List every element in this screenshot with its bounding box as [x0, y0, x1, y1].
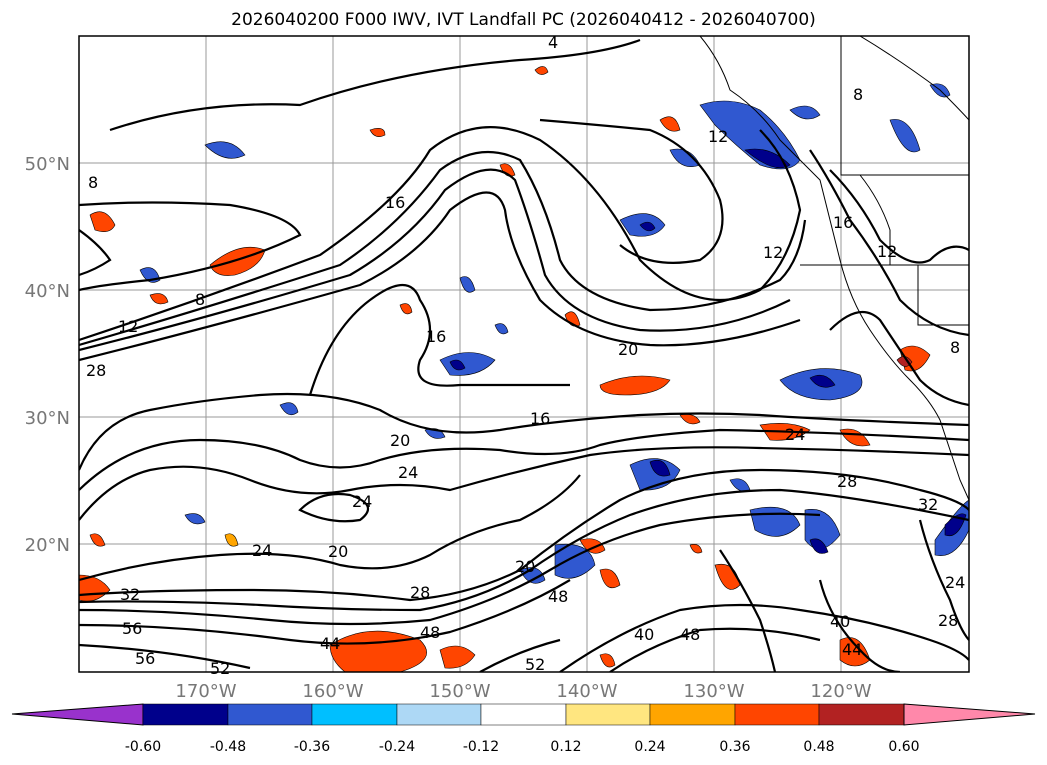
contour-label: 28 [86, 361, 106, 380]
contour-label: 40 [634, 625, 654, 644]
lon-label-120: 120°W [810, 681, 871, 702]
pc-negative-shading [139, 83, 969, 584]
contour-label: 56 [122, 619, 142, 638]
contour-label: 52 [210, 659, 230, 678]
contour-label: 12 [708, 127, 728, 146]
contour-label: 52 [525, 655, 545, 674]
contour-label: 8 [853, 85, 863, 104]
colorbar-segment [565, 703, 651, 726]
colorbar-tick: -0.36 [294, 739, 330, 755]
map-title: 2026040200 F000 IWV, IVT Landfall PC (20… [231, 10, 816, 30]
contour-label: 32 [918, 495, 938, 514]
lat-label-30: 30°N [25, 408, 70, 429]
contour-label: 20 [390, 431, 410, 450]
contour-label: 24 [352, 492, 372, 511]
colorbar-tick: 0.60 [888, 739, 919, 755]
colorbar-segment [818, 703, 905, 726]
colorbar-segment [734, 703, 820, 726]
contour-label: 32 [120, 585, 140, 604]
colorbar-segment [227, 703, 313, 726]
lon-label-140: 140°W [556, 681, 617, 702]
colorbar-tick: 0.48 [803, 739, 834, 755]
lon-label-130: 130°W [683, 681, 744, 702]
contour-label: 24 [785, 425, 805, 444]
contour-label: 12 [877, 242, 897, 261]
colorbar-segment [142, 703, 229, 726]
contour-label: 24 [252, 541, 272, 560]
lat-label-50: 50°N [25, 154, 70, 175]
contour-label: 24 [398, 463, 418, 482]
contour-label: 44 [320, 634, 340, 653]
colorbar-tick: -0.48 [210, 739, 246, 755]
lon-label-150: 150°W [429, 681, 490, 702]
colorbar-tick: 0.12 [550, 739, 581, 755]
contour-labels: 4 8 8 8 8 12 12 12 12 16 16 16 16 20 20 … [86, 33, 965, 678]
contour-label: 12 [118, 317, 138, 336]
colorbar-segment [311, 703, 398, 726]
contour-label: 16 [833, 213, 853, 232]
colorbar-tick: -0.12 [463, 739, 499, 755]
contour-label: 8 [195, 290, 205, 309]
lat-label-40: 40°N [25, 281, 70, 302]
contour-label: 20 [328, 542, 348, 561]
colorbar-tick: 0.24 [634, 739, 665, 755]
lat-label-20: 20°N [25, 535, 70, 556]
contour-label: 20 [618, 340, 638, 359]
contour-label: 56 [135, 649, 155, 668]
lon-label-160: 160°W [302, 681, 363, 702]
contour-label: 40 [830, 612, 850, 631]
lon-label-170: 170°W [175, 681, 236, 702]
contour-label: 48 [548, 587, 568, 606]
map-content [79, 36, 969, 672]
contour-label: 28 [938, 611, 958, 630]
coastlines [699, 36, 969, 501]
colorbar-segment [480, 703, 567, 726]
contour-label: 48 [680, 625, 700, 644]
colorbar-tick-labels: -0.60 -0.48 -0.36 -0.24 -0.12 0.12 0.24 … [125, 739, 920, 755]
contour-label: 16 [385, 193, 405, 212]
colorbar-segment [396, 703, 482, 726]
contour-label: 44 [842, 640, 862, 659]
contour-label: 16 [426, 327, 446, 346]
contour-label: 8 [950, 338, 960, 357]
colorbar-tick: -0.60 [125, 739, 161, 755]
colorbar-tick: -0.24 [379, 739, 415, 755]
lat-tick-labels: 50°N 40°N 30°N 20°N [25, 154, 70, 556]
colorbar-extend-min [11, 703, 144, 726]
contour-label: 8 [88, 173, 98, 192]
lon-tick-labels: 170°W 160°W 150°W 140°W 130°W 120°W [175, 681, 871, 702]
contour-label: 20 [515, 557, 535, 576]
contour-label: 4 [548, 33, 558, 52]
contour-label: 12 [763, 243, 783, 262]
pc-positive-shading [79, 66, 931, 672]
iwv-contours [79, 38, 969, 672]
contour-label: 28 [837, 472, 857, 491]
contour-label: 48 [420, 623, 440, 642]
contour-label: 24 [945, 573, 965, 592]
contour-label: 16 [530, 409, 550, 428]
colorbar-tick: 0.36 [719, 739, 750, 755]
map-border [78, 35, 970, 673]
colorbar: -0.60 -0.48 -0.36 -0.24 -0.12 0.12 0.24 … [11, 703, 1036, 755]
colorbar-segment [649, 703, 736, 726]
contour-label: 28 [410, 583, 430, 602]
colorbar-extend-max [903, 703, 1036, 726]
